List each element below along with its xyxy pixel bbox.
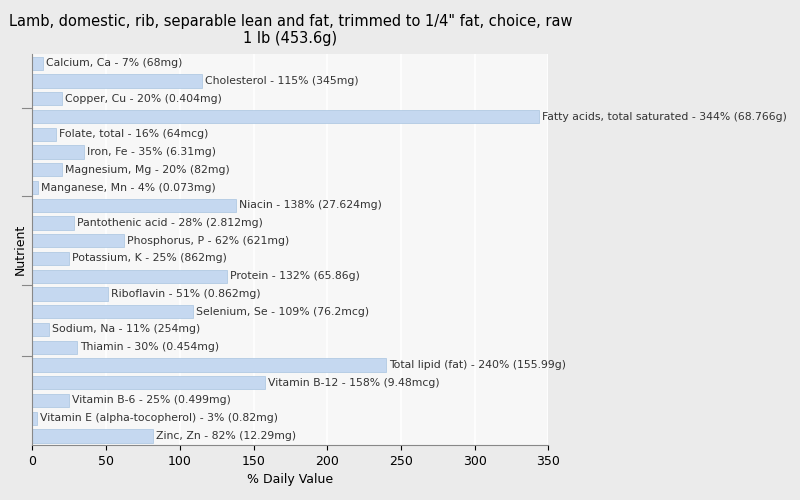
Text: Cholesterol - 115% (345mg): Cholesterol - 115% (345mg) <box>205 76 358 86</box>
Bar <box>33 376 266 390</box>
Text: Calcium, Ca - 7% (68mg): Calcium, Ca - 7% (68mg) <box>46 58 182 68</box>
Bar <box>33 305 193 318</box>
Text: Zinc, Zn - 82% (12.29mg): Zinc, Zn - 82% (12.29mg) <box>156 431 296 441</box>
Bar <box>33 252 70 265</box>
Bar <box>33 74 202 88</box>
Text: Phosphorus, P - 62% (621mg): Phosphorus, P - 62% (621mg) <box>126 236 289 246</box>
Text: Niacin - 138% (27.624mg): Niacin - 138% (27.624mg) <box>238 200 382 210</box>
Bar <box>33 288 108 300</box>
Text: Fatty acids, total saturated - 344% (68.766g): Fatty acids, total saturated - 344% (68.… <box>542 112 787 122</box>
X-axis label: % Daily Value: % Daily Value <box>247 473 334 486</box>
Bar <box>33 270 227 283</box>
Bar <box>33 394 70 407</box>
Bar <box>33 340 77 354</box>
Text: Selenium, Se - 109% (76.2mcg): Selenium, Se - 109% (76.2mcg) <box>196 306 369 316</box>
Text: Iron, Fe - 35% (6.31mg): Iron, Fe - 35% (6.31mg) <box>87 147 216 157</box>
Text: Vitamin E (alpha-tocopherol) - 3% (0.82mg): Vitamin E (alpha-tocopherol) - 3% (0.82m… <box>40 413 278 423</box>
Bar <box>33 430 154 442</box>
Bar <box>33 198 236 212</box>
Text: Vitamin B-6 - 25% (0.499mg): Vitamin B-6 - 25% (0.499mg) <box>72 396 231 406</box>
Text: Protein - 132% (65.86g): Protein - 132% (65.86g) <box>230 271 360 281</box>
Bar <box>33 92 62 106</box>
Bar <box>33 323 49 336</box>
Text: Manganese, Mn - 4% (0.073mg): Manganese, Mn - 4% (0.073mg) <box>42 182 216 192</box>
Text: Potassium, K - 25% (862mg): Potassium, K - 25% (862mg) <box>72 254 227 264</box>
Text: Thiamin - 30% (0.454mg): Thiamin - 30% (0.454mg) <box>80 342 218 352</box>
Text: Vitamin B-12 - 158% (9.48mcg): Vitamin B-12 - 158% (9.48mcg) <box>268 378 440 388</box>
Bar <box>33 110 539 123</box>
Bar <box>33 163 62 176</box>
Bar <box>33 146 84 158</box>
Text: Riboflavin - 51% (0.862mg): Riboflavin - 51% (0.862mg) <box>110 289 260 299</box>
Bar <box>33 358 386 372</box>
Text: Copper, Cu - 20% (0.404mg): Copper, Cu - 20% (0.404mg) <box>65 94 222 104</box>
Title: Lamb, domestic, rib, separable lean and fat, trimmed to 1/4" fat, choice, raw
1 : Lamb, domestic, rib, separable lean and … <box>9 14 572 46</box>
Bar <box>33 412 37 425</box>
Text: Magnesium, Mg - 20% (82mg): Magnesium, Mg - 20% (82mg) <box>65 165 230 175</box>
Bar <box>33 128 56 141</box>
Text: Folate, total - 16% (64mcg): Folate, total - 16% (64mcg) <box>59 130 208 140</box>
Bar <box>33 56 42 70</box>
Text: Total lipid (fat) - 240% (155.99g): Total lipid (fat) - 240% (155.99g) <box>389 360 566 370</box>
Bar <box>33 216 74 230</box>
Bar <box>33 181 38 194</box>
Y-axis label: Nutrient: Nutrient <box>14 224 27 275</box>
Text: Pantothenic acid - 28% (2.812mg): Pantothenic acid - 28% (2.812mg) <box>77 218 262 228</box>
Text: Sodium, Na - 11% (254mg): Sodium, Na - 11% (254mg) <box>52 324 200 334</box>
Bar <box>33 234 124 247</box>
